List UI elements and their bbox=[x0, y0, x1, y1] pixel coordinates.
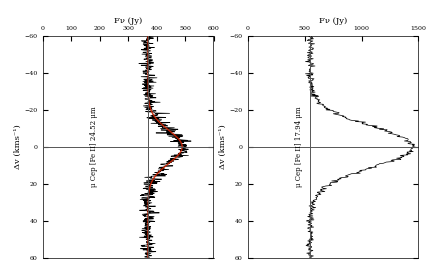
Text: μ Cep [Fe II] 17.94 μm: μ Cep [Fe II] 17.94 μm bbox=[294, 106, 302, 187]
Text: μ Cep [Fe II] 24.52 μm: μ Cep [Fe II] 24.52 μm bbox=[90, 106, 98, 187]
Y-axis label: Δv (kms⁻¹): Δv (kms⁻¹) bbox=[14, 124, 22, 169]
Y-axis label: Δv (kms⁻¹): Δv (kms⁻¹) bbox=[218, 124, 226, 169]
X-axis label: Fν (Jy): Fν (Jy) bbox=[318, 17, 346, 25]
X-axis label: Fν (Jy): Fν (Jy) bbox=[114, 17, 142, 25]
